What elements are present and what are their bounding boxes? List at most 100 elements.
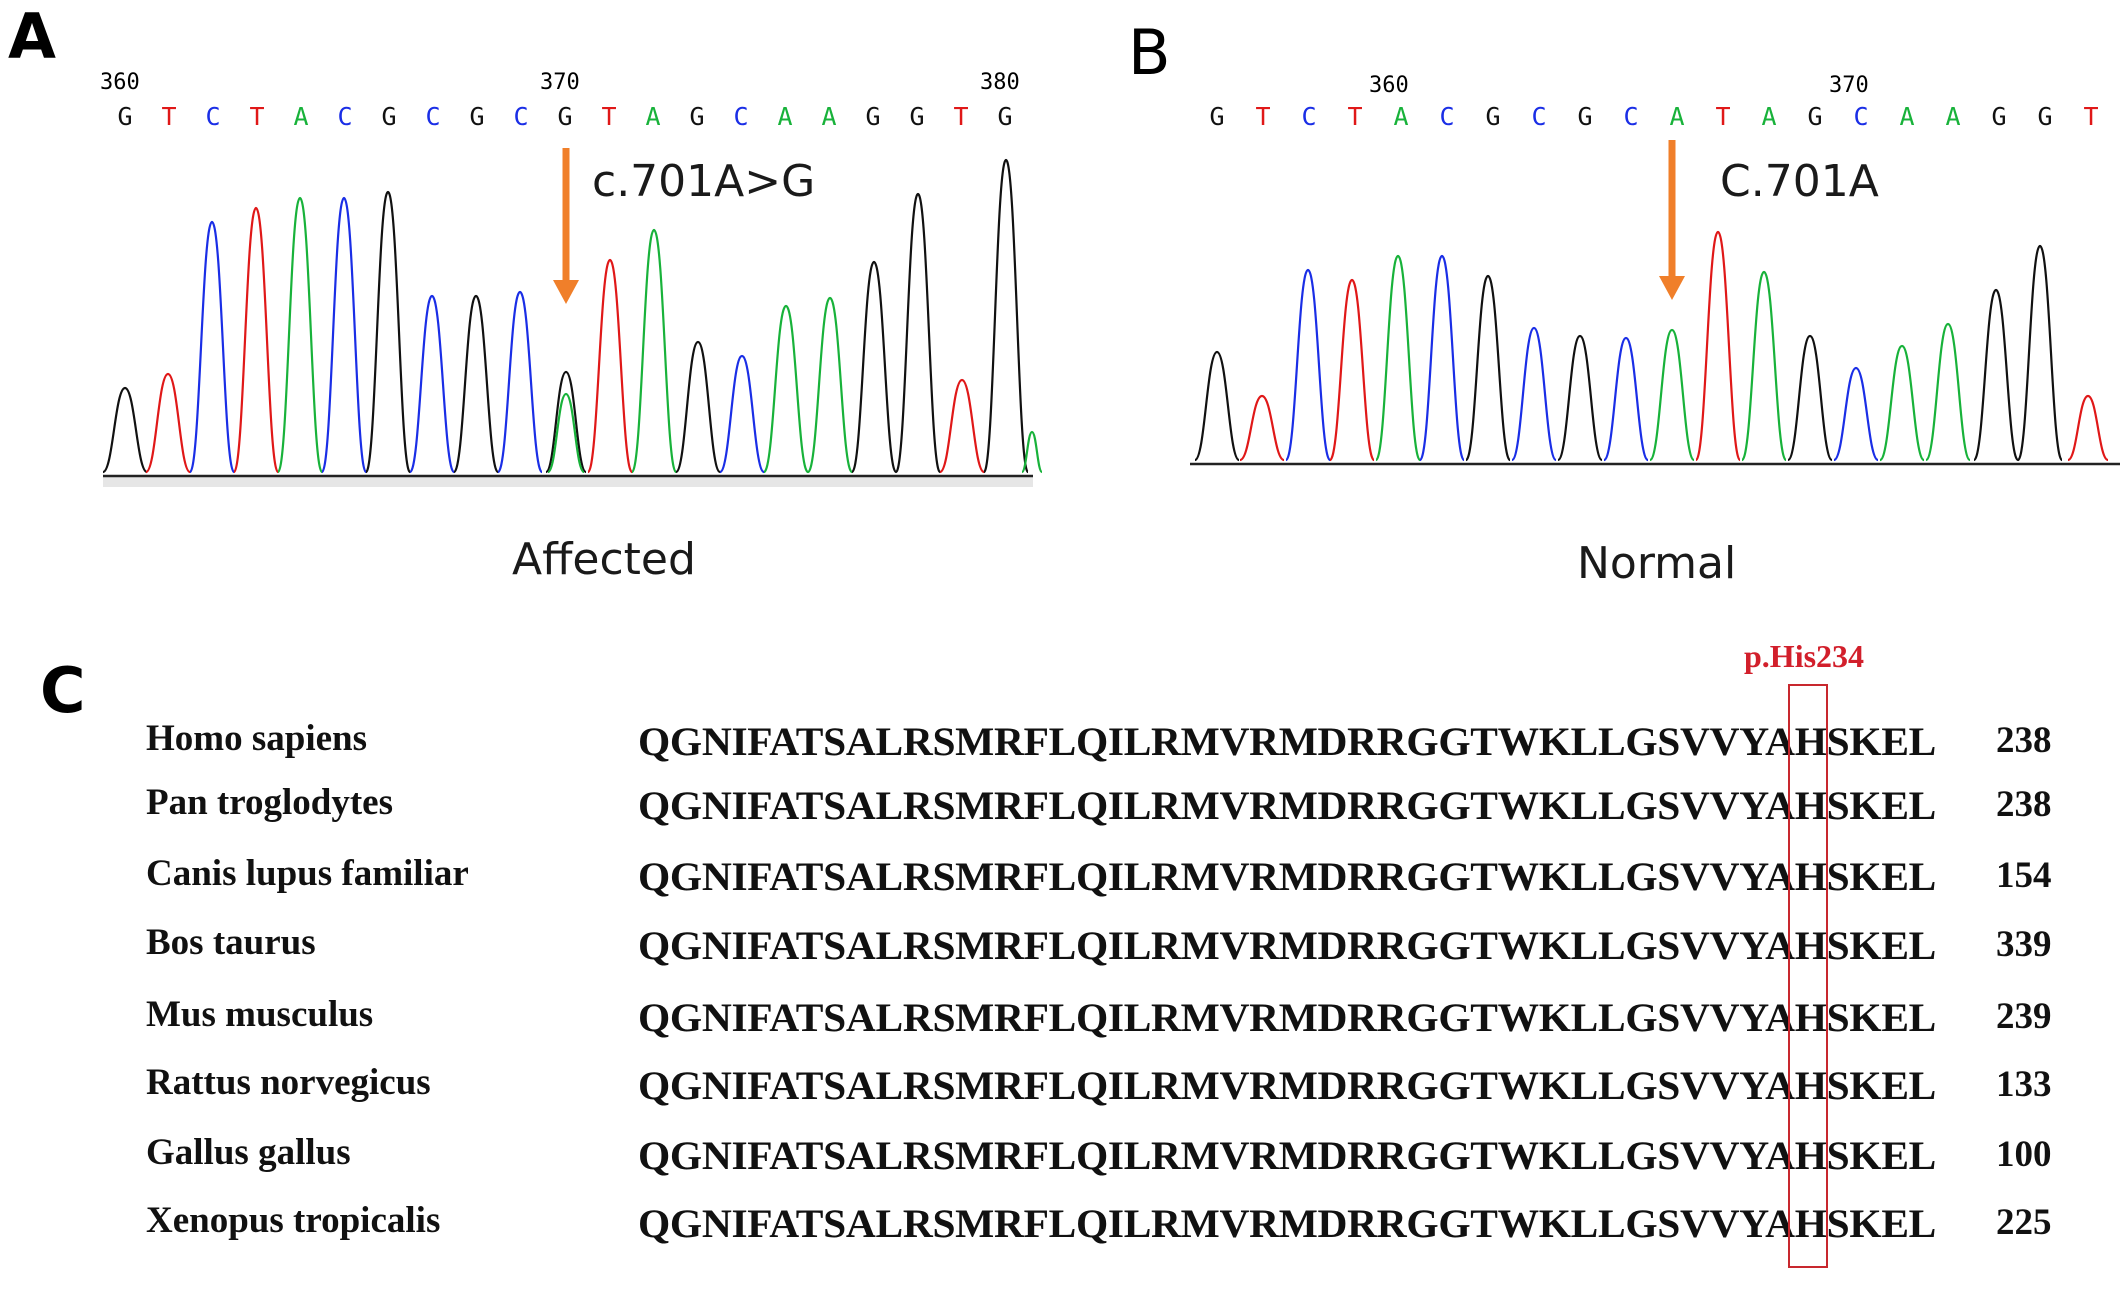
trace-peak	[850, 260, 898, 474]
protein-sequence: QGNIFATSALRSMRFLQILRMVRMDRRGGTWKLLGSVVYA…	[638, 783, 1936, 828]
trace-peak	[320, 196, 368, 474]
base-call: G	[997, 102, 1013, 131]
base-call: T	[601, 102, 617, 131]
trace-peak	[1464, 274, 1512, 462]
residue-number: 239	[1996, 996, 2052, 1037]
trace-peak	[762, 304, 810, 474]
species-name: Xenopus tropicalis	[146, 1200, 441, 1241]
trace-peak	[276, 196, 324, 474]
trace-peak	[452, 294, 500, 474]
trace-peak	[1556, 334, 1604, 462]
panel-b-letter: B	[1128, 16, 1171, 89]
chromatogram-caption: Normal	[1577, 538, 1737, 589]
panel-a-letter: A	[8, 0, 56, 73]
trace-peak	[232, 206, 280, 474]
down-arrow-icon	[553, 280, 579, 304]
base-call: C	[1623, 102, 1639, 131]
protein-sequence: QGNIFATSALRSMRFLQILRMVRMDRRGGTWKLLGSVVYA…	[638, 1133, 1936, 1178]
trace-peak	[2016, 244, 2064, 462]
trace-peak	[1020, 430, 1044, 474]
trace-peak	[1878, 344, 1926, 462]
trace-peak	[364, 190, 412, 474]
base-call: G	[865, 102, 881, 131]
base-call: A	[777, 102, 793, 131]
trace-peak	[1284, 268, 1332, 462]
trace-peak	[1972, 288, 2020, 462]
trace-peak	[806, 296, 854, 474]
down-arrow-icon	[1659, 276, 1685, 300]
base-call: G	[689, 102, 705, 131]
base-call: C	[1301, 102, 1317, 131]
trace-peak	[1510, 326, 1558, 462]
base-call: A	[1393, 102, 1409, 131]
mutation-label: C.701A	[1720, 156, 1879, 207]
chromatogram-caption: Affected	[512, 534, 696, 585]
residue-number: 238	[1996, 720, 2052, 761]
species-name: Homo sapiens	[146, 718, 368, 759]
chromatogram-shade	[103, 477, 1033, 487]
base-call: A	[1669, 102, 1685, 131]
base-call: G	[469, 102, 485, 131]
species-name: Gallus gallus	[146, 1132, 351, 1173]
trace-peak	[938, 378, 986, 474]
species-name: Rattus norvegicus	[146, 1062, 431, 1103]
protein-sequence: QGNIFATSALRSMRFLQILRMVRMDRRGGTWKLLGSVVYA…	[638, 923, 1936, 968]
species-name: Canis lupus familiar	[146, 853, 469, 894]
base-call: C	[1853, 102, 1869, 131]
protein-sequence: QGNIFATSALRSMRFLQILRMVRMDRRGGTWKLLGSVVYA…	[638, 995, 1936, 1040]
base-call: G	[1807, 102, 1823, 131]
trace-peak	[1740, 270, 1788, 462]
trace-peak	[1374, 254, 1422, 462]
trace-peak	[586, 258, 634, 474]
base-call: T	[1715, 102, 1731, 131]
base-call: A	[1761, 102, 1777, 131]
trace-peak	[1328, 278, 1376, 462]
position-label: 360	[1369, 73, 1409, 98]
species-name: Bos taurus	[146, 922, 316, 963]
base-call: T	[2083, 102, 2099, 131]
mutation-label: c.701A>G	[592, 156, 816, 207]
base-call: T	[161, 102, 177, 131]
residue-number: 100	[1996, 1134, 2052, 1175]
protein-sequence: QGNIFATSALRSMRFLQILRMVRMDRRGGTWKLLGSVVYA…	[638, 854, 1936, 899]
base-call: G	[1209, 102, 1225, 131]
base-call: C	[733, 102, 749, 131]
residue-number: 339	[1996, 924, 2052, 965]
trace-peak	[408, 294, 456, 474]
base-call: A	[645, 102, 661, 131]
base-call: C	[1439, 102, 1455, 131]
trace-peak	[718, 354, 766, 474]
trace-peak	[101, 386, 149, 474]
base-call: C	[425, 102, 441, 131]
protein-sequence: QGNIFATSALRSMRFLQILRMVRMDRRGGTWKLLGSVVYA…	[638, 1201, 1936, 1246]
trace-peak	[1694, 230, 1742, 462]
base-call: T	[1347, 102, 1363, 131]
position-label: 370	[540, 70, 580, 95]
base-call: C	[337, 102, 353, 131]
protein-sequence: QGNIFATSALRSMRFLQILRMVRMDRRGGTWKLLGSVVYA…	[638, 1063, 1936, 1108]
trace-peak	[544, 370, 588, 474]
trace-peak	[1832, 366, 1880, 462]
base-call: G	[909, 102, 925, 131]
trace-peak	[1193, 350, 1241, 462]
trace-peak	[144, 372, 192, 474]
trace-peak	[1418, 254, 1466, 462]
trace-peak	[2067, 394, 2109, 462]
base-call: G	[381, 102, 397, 131]
panel-c-letter: C	[40, 654, 86, 727]
base-call: G	[117, 102, 133, 131]
highlight-label: p.His234	[1744, 638, 1865, 674]
base-call: G	[1485, 102, 1501, 131]
species-name: Mus musculus	[146, 994, 374, 1035]
base-call: T	[953, 102, 969, 131]
base-call: C	[205, 102, 221, 131]
base-call: C	[513, 102, 529, 131]
residue-number: 225	[1996, 1202, 2052, 1243]
highlight-box	[1788, 684, 1828, 1268]
trace-peak	[1786, 334, 1834, 462]
trace-peak	[894, 192, 942, 474]
trace-peak	[188, 220, 236, 474]
residue-number: 133	[1996, 1064, 2052, 1105]
base-call: A	[293, 102, 309, 131]
